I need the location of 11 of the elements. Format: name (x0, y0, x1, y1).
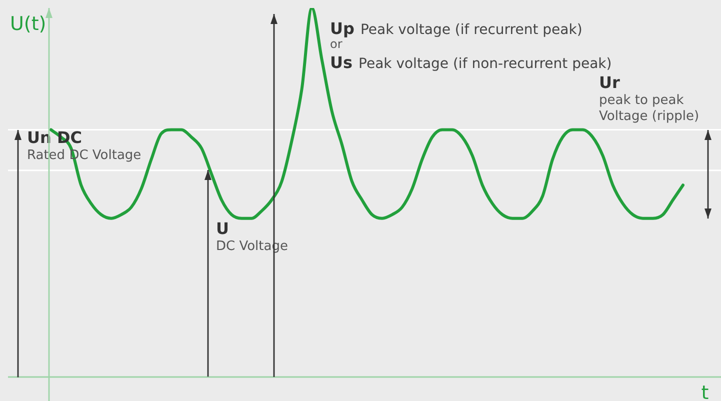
annotation: Up (330, 19, 354, 38)
annotation: or (330, 37, 342, 51)
annotation: Peak voltage (if non-recurrent peak) (358, 56, 612, 72)
y-axis-title: U(t) (10, 13, 46, 35)
annotation: U (216, 219, 229, 238)
x-axis-title: t (701, 382, 709, 401)
annotation: Us (330, 53, 353, 72)
annotation: Ur (599, 73, 620, 92)
annotation: peak to peak (599, 93, 684, 108)
annotation: Peak voltage (if recurrent peak) (360, 22, 582, 38)
annotation: Voltage (ripple) (599, 109, 700, 124)
